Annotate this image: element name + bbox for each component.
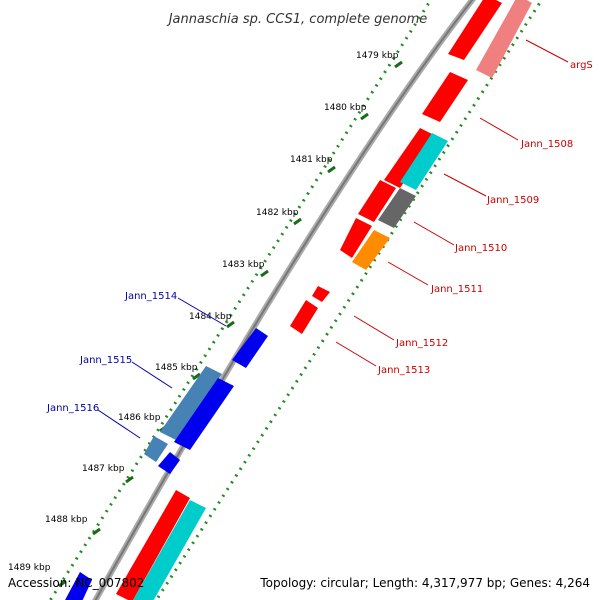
topology-text: Topology: circular; Length: 4,317,977 bp…: [259, 576, 590, 590]
gene-red-3[interactable]: [358, 180, 396, 222]
gene-argS[interactable]: [476, 0, 532, 78]
gene-label-Jann_1511: Jann_1511: [430, 284, 483, 295]
label-leaders-right: [335, 39, 569, 367]
gene-red-1[interactable]: [448, 0, 502, 60]
gene-label-Jann_1516: Jann_1516: [46, 403, 99, 414]
tick-label: 1489 kbp: [8, 563, 51, 573]
inner-dotted-line: [154, 0, 544, 600]
gene-blue-3[interactable]: [158, 452, 180, 474]
gene-label-argS: argS: [570, 60, 593, 71]
tick-label: 1482 kbp: [256, 208, 299, 218]
scale-dotted-line: [48, 0, 433, 600]
forward-genes: [290, 0, 532, 334]
gene-red-5[interactable]: [116, 490, 190, 600]
gene-blue-2[interactable]: [174, 378, 234, 450]
tick-label: 1480 kbp: [324, 103, 367, 113]
tick-label: 1485 kbp: [155, 363, 198, 373]
gene-label-Jann_1508: Jann_1508: [520, 139, 573, 150]
gene-red-2[interactable]: [384, 128, 436, 188]
gene-Jann_1509[interactable]: [400, 133, 448, 190]
backbone-line: [94, 0, 474, 600]
tick-label: 1486 kbp: [118, 413, 161, 423]
kbp-ticks: [58, 60, 403, 588]
tick-label: 1483 kbp: [222, 260, 265, 270]
gene-blue-4[interactable]: [64, 572, 92, 600]
gene-label-Jann_1512: Jann_1512: [395, 338, 448, 349]
map-title: Jannaschia sp. CCS1, complete genome: [166, 12, 428, 27]
gene-cyan-2[interactable]: [132, 500, 206, 600]
label-leaders-left: [97, 297, 227, 439]
reverse-genes: [64, 328, 268, 600]
accession-text: Accession: NC_007802: [8, 576, 144, 590]
gene-label-Jann_1509: Jann_1509: [486, 195, 539, 206]
gene-Jann_1511[interactable]: [352, 230, 390, 270]
gene-Jann_1514[interactable]: [232, 328, 268, 368]
gene-red-4[interactable]: [340, 218, 372, 258]
gene-Jann_1513[interactable]: [290, 300, 318, 334]
gene-Jann_1510[interactable]: [378, 188, 416, 228]
bottom-genes: [116, 490, 206, 600]
gene-Jann_1516[interactable]: [144, 436, 168, 462]
gene-label-Jann_1515: Jann_1515: [79, 355, 132, 366]
gene-label-Jann_1510: Jann_1510: [454, 243, 507, 254]
tick-label: 1487 kbp: [82, 464, 125, 474]
gene-Jann_1512[interactable]: [312, 286, 330, 302]
gene-Jann_1508[interactable]: [422, 72, 468, 122]
gene-Jann_1515[interactable]: [160, 366, 222, 440]
gene-label-Jann_1513: Jann_1513: [377, 365, 430, 376]
tick-label: 1481 kbp: [290, 155, 333, 165]
tick-label: 1488 kbp: [45, 515, 88, 525]
tick-label: 1479 kbp: [356, 51, 399, 61]
gene-label-Jann_1514: Jann_1514: [124, 291, 177, 302]
